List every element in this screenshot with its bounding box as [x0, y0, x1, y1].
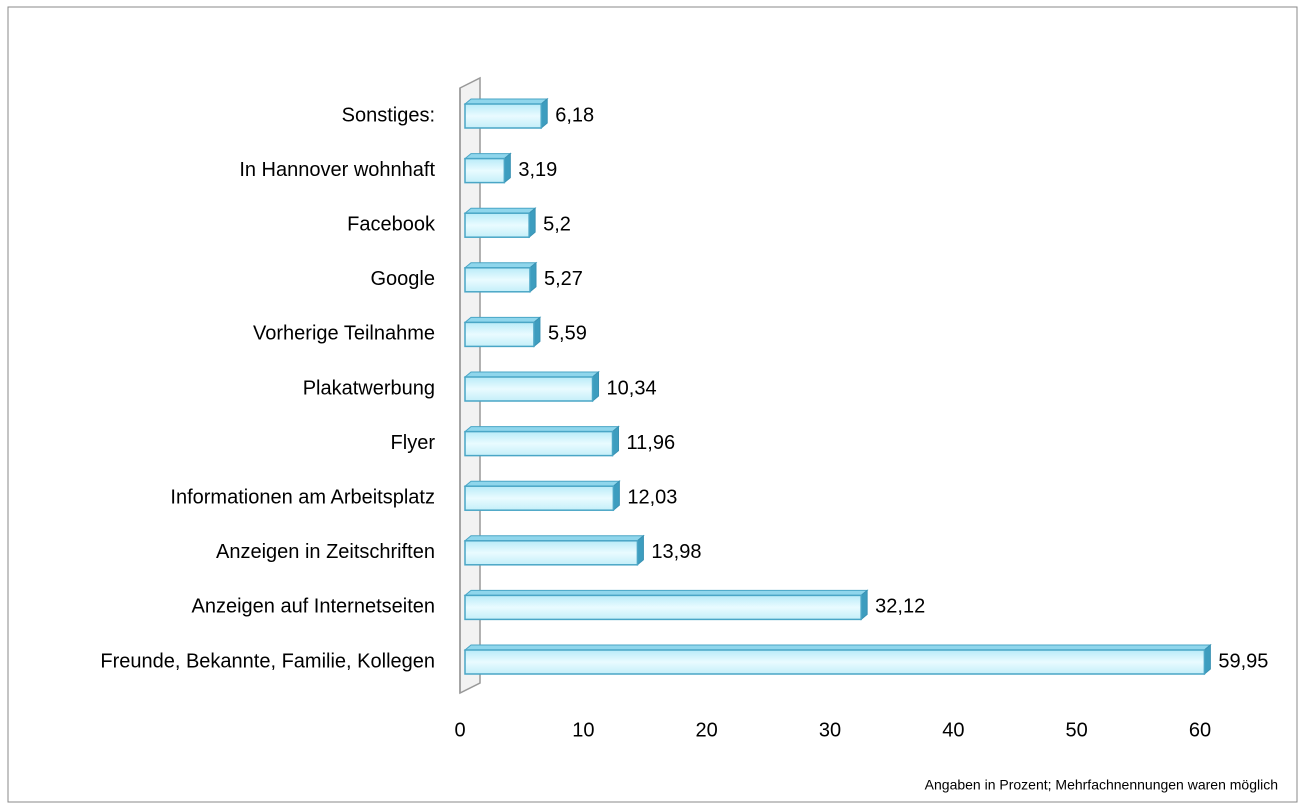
- y-tick-label: Google: [371, 268, 436, 290]
- bar-side: [860, 589, 868, 621]
- x-tick-label: 50: [1066, 719, 1088, 741]
- bar: [464, 430, 614, 457]
- bar-side: [528, 207, 536, 239]
- x-tick-label: 30: [819, 719, 841, 741]
- bar: [464, 321, 535, 348]
- bar: [464, 649, 1206, 675]
- bar: [464, 267, 531, 293]
- value-label: 12,03: [627, 486, 677, 508]
- bar-side: [529, 261, 537, 293]
- bar: [464, 157, 506, 184]
- x-tick-label: 10: [572, 719, 594, 741]
- x-tick-label: 40: [942, 719, 964, 741]
- y-tick-label: Plakatwerbung: [303, 377, 435, 399]
- bar: [464, 485, 615, 511]
- y-tick-label: Vorherige Teilnahme: [253, 323, 435, 345]
- y-tick-label: Anzeigen auf Internetseiten: [191, 596, 435, 618]
- bar-side: [612, 425, 620, 457]
- y-tick-label: In Hannover wohnhaft: [239, 159, 435, 181]
- bar-side: [1203, 643, 1211, 676]
- bar: [464, 540, 639, 566]
- y-tick-label: Flyer: [391, 432, 436, 454]
- y-tick-label: Facebook: [347, 213, 436, 235]
- y-tick-label: Anzeigen in Zeitschriften: [216, 541, 435, 563]
- bar-side: [612, 480, 620, 512]
- x-tick-label: 0: [454, 719, 465, 741]
- x-tick-label: 60: [1189, 719, 1211, 741]
- bar-side: [503, 152, 511, 184]
- bar: [464, 212, 530, 238]
- value-label: 5,59: [548, 323, 587, 345]
- bar-side: [636, 534, 644, 566]
- value-label: 5,2: [543, 213, 571, 235]
- value-label: 3,19: [518, 159, 557, 181]
- value-label: 10,34: [607, 377, 657, 399]
- bar-side: [540, 97, 548, 130]
- value-label: 6,18: [555, 104, 594, 126]
- bar: [464, 594, 862, 621]
- chart-border: [7, 6, 1298, 803]
- x-tick-label: 20: [696, 719, 718, 741]
- y-tick-label: Informationen am Arbeitsplatz: [170, 486, 435, 508]
- value-label: 32,12: [875, 596, 925, 618]
- value-label: 59,95: [1218, 650, 1268, 672]
- bar-side: [533, 316, 541, 348]
- bar: [464, 376, 594, 402]
- bar: [464, 103, 542, 129]
- value-label: 11,96: [627, 432, 676, 454]
- value-label: 5,27: [544, 268, 583, 290]
- value-label: 13,98: [651, 541, 701, 563]
- y-tick-label: Sonstiges:: [342, 104, 435, 126]
- annotation: Angaben in Prozent; Mehrfachnennungen wa…: [925, 777, 1278, 793]
- y-tick-label: Freunde, Bekannte, Familie, Kollegen: [100, 650, 435, 672]
- bar-side: [592, 370, 600, 403]
